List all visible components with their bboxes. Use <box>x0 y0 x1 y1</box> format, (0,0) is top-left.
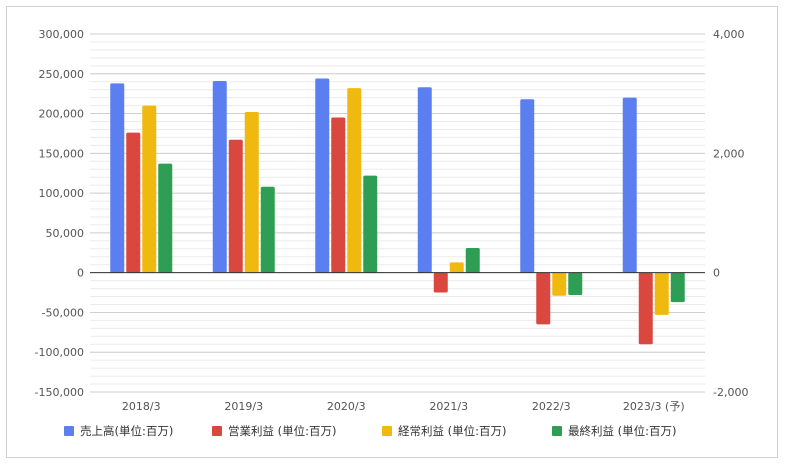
bar[interactable] <box>331 117 346 273</box>
bar[interactable] <box>158 163 173 273</box>
bar[interactable] <box>228 139 243 273</box>
bar[interactable] <box>347 88 362 273</box>
y-tick-label: 150,000 <box>39 147 85 160</box>
y2-tick-label: 4,000 <box>713 28 745 41</box>
legend-swatch <box>212 426 222 436</box>
y-tick-label: 300,000 <box>39 28 85 41</box>
x-tick-label: 2019/3 <box>224 400 263 413</box>
bar[interactable] <box>465 248 480 273</box>
bar[interactable] <box>363 175 378 273</box>
y-tick-label: -150,000 <box>35 386 84 399</box>
x-tick-label: 2021/3 <box>429 400 468 413</box>
bar[interactable] <box>110 83 125 273</box>
bar[interactable] <box>536 272 551 325</box>
y-tick-label: -50,000 <box>42 306 84 319</box>
y-tick-label: 200,000 <box>39 108 85 121</box>
x-tick-label: 2020/3 <box>327 400 366 413</box>
bar[interactable] <box>315 78 330 273</box>
bar[interactable] <box>568 272 583 295</box>
legend-label: 経常利益 (単位:百万) <box>398 424 507 438</box>
bar[interactable] <box>433 272 448 293</box>
y-tick-label: -100,000 <box>35 346 84 359</box>
legend-swatch <box>64 426 74 436</box>
y2-tick-label: 2,000 <box>713 147 745 160</box>
legend-label: 売上高(単位:百万) <box>80 424 173 438</box>
bar[interactable] <box>126 132 141 273</box>
y-tick-label: 0 <box>77 267 84 280</box>
x-tick-label: 2023/3 (予) <box>623 400 685 413</box>
y2-tick-label: -2,000 <box>713 386 748 399</box>
bar[interactable] <box>670 272 685 303</box>
bar[interactable] <box>552 272 567 296</box>
y-tick-label: 50,000 <box>46 227 85 240</box>
bar[interactable] <box>212 80 227 273</box>
bar[interactable] <box>244 111 259 273</box>
legend-swatch <box>382 426 392 436</box>
y2-tick-label: 0 <box>713 267 720 280</box>
bar[interactable] <box>417 87 432 273</box>
bar[interactable] <box>142 105 157 273</box>
x-tick-label: 2022/3 <box>532 400 571 413</box>
bar[interactable] <box>638 272 653 345</box>
bar[interactable] <box>622 97 637 273</box>
y-tick-label: 100,000 <box>39 187 85 200</box>
bar[interactable] <box>654 272 669 315</box>
bar[interactable] <box>449 262 464 273</box>
legend-label: 最終利益 (単位:百万) <box>568 424 677 438</box>
legend-label: 営業利益 (単位:百万) <box>228 424 337 438</box>
x-tick-label: 2018/3 <box>122 400 161 413</box>
bar[interactable] <box>520 99 535 273</box>
bar[interactable] <box>260 186 275 273</box>
legend-swatch <box>552 426 562 436</box>
y-tick-label: 250,000 <box>39 68 85 81</box>
